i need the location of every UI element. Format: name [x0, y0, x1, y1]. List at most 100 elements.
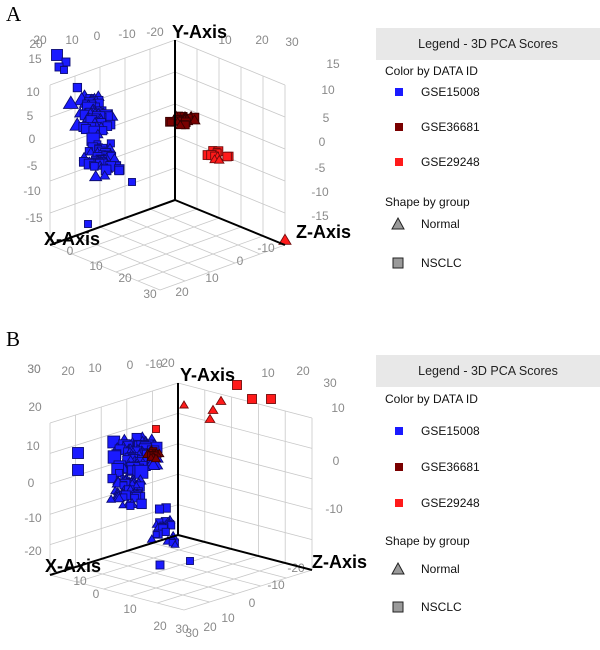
- tick-label: -20: [157, 356, 175, 370]
- panel-letter: A: [6, 2, 22, 26]
- tick-label: 20: [255, 33, 269, 47]
- tick-label: 10: [123, 602, 137, 616]
- data-point-square: [161, 527, 170, 536]
- data-point-square: [72, 447, 84, 459]
- data-point-square: [51, 49, 63, 61]
- tick-label: 30: [175, 622, 189, 636]
- series-points: [142, 444, 165, 463]
- tick-label: -15: [25, 211, 43, 225]
- tick-label: -10: [267, 578, 285, 592]
- tick-label: 10: [26, 439, 40, 453]
- legend-label: Normal: [421, 217, 460, 231]
- data-point-triangle: [207, 404, 219, 414]
- tick-label: 10: [321, 83, 335, 97]
- tick-label: 20: [28, 400, 42, 414]
- series-points: [62, 82, 119, 146]
- data-point-square: [128, 178, 136, 186]
- panel-letter: B: [6, 327, 21, 351]
- legend-label: GSE15008: [421, 424, 480, 438]
- color-swatch: [395, 499, 403, 507]
- tick-labels-bottom-right: 20 10 0 -10: [175, 241, 275, 299]
- tick-label: 0: [28, 476, 35, 490]
- tick-labels-right-vertical: 15 10 5 0 -5 -10 -15: [311, 57, 340, 223]
- tick-label: 10: [261, 366, 275, 380]
- tick-labels-back-left: 20 10 0 -10 -20: [33, 25, 164, 47]
- x-axis-line: [49, 199, 176, 246]
- tick-label: 20: [33, 33, 47, 47]
- x-axis-label: X-Axis: [44, 229, 100, 249]
- data-point-square: [126, 501, 135, 510]
- tick-label: 10: [205, 271, 219, 285]
- data-point-square: [90, 162, 99, 171]
- legend-label: Normal: [421, 562, 460, 576]
- shape-heading: Shape by group: [385, 534, 470, 548]
- data-point-square: [247, 394, 257, 404]
- legend-item-gse29248: GSE29248: [395, 495, 480, 511]
- data-point-square: [61, 57, 71, 67]
- data-point-square: [232, 380, 242, 390]
- legend-label: GSE36681: [421, 120, 480, 134]
- series-points: [106, 469, 147, 510]
- color-swatch: [395, 158, 403, 166]
- x-axis-label: X-Axis: [45, 556, 101, 576]
- tick-label: 10: [331, 401, 345, 415]
- tick-label: 20: [296, 364, 310, 378]
- tick-label: 20: [118, 271, 132, 285]
- data-point-triangle: [204, 413, 216, 423]
- tick-label: 30: [185, 626, 199, 640]
- tick-label: 30: [27, 362, 41, 376]
- tick-label: 0: [333, 454, 340, 468]
- tick-label: -10: [311, 185, 329, 199]
- series-points: [202, 146, 234, 164]
- data-point-triangle: [106, 494, 117, 503]
- tick-label: -10: [118, 27, 136, 41]
- data-point-square: [222, 151, 232, 162]
- tick-label: 5: [323, 111, 330, 125]
- x-axis-line: [49, 534, 179, 576]
- data-point-triangle: [215, 395, 227, 405]
- data-point-square: [60, 66, 68, 74]
- legend-label: GSE15008: [421, 85, 480, 99]
- tick-label: 10: [221, 611, 235, 625]
- legend-item-gse36681: GSE36681: [395, 459, 480, 475]
- triangle-icon: [391, 561, 405, 575]
- data-point-triangle: [146, 458, 161, 470]
- data-point-square: [166, 118, 175, 127]
- tick-label: -5: [315, 161, 326, 175]
- data-point-square: [155, 560, 165, 570]
- legend-item-normal: Normal: [390, 216, 590, 232]
- color-swatch: [395, 463, 403, 471]
- legend-a: Legend - 3D PCA Scores Color by DATA ID …: [376, 28, 600, 288]
- data-point-triangle: [170, 539, 180, 548]
- series-points: [165, 110, 201, 130]
- z-axis-label: Z-Axis: [296, 222, 351, 242]
- tick-label: 10: [73, 574, 87, 588]
- legend-b: Legend - 3D PCA Scores Color by DATA ID …: [376, 355, 600, 645]
- shape-heading: Shape by group: [385, 195, 470, 209]
- tick-label: -10: [24, 511, 42, 525]
- legend-label: NSCLC: [421, 256, 462, 270]
- data-point-square: [266, 394, 276, 404]
- color-heading: Color by DATA ID: [385, 64, 478, 78]
- square-icon: [392, 601, 404, 613]
- panel-b: B 30 20 10 0 -10 -20 30 20 10 0 -10 -20 30 10 0 -10 10 20…: [0, 325, 600, 650]
- tick-label: 30: [323, 376, 337, 390]
- tick-label: 0: [67, 244, 74, 258]
- tick-label: 20: [29, 37, 43, 51]
- tick-label: 20: [153, 619, 167, 633]
- legend-item-nsclc: NSCLC: [390, 599, 590, 615]
- axes: X-Axis Y-Axis Z-Axis: [44, 22, 351, 249]
- tick-label: 30: [27, 362, 41, 376]
- data-point-square: [186, 557, 194, 565]
- tick-labels-bottom-left: 0 10 20 30: [67, 244, 157, 301]
- data-point-triangle: [88, 169, 103, 182]
- data-point-square: [152, 531, 160, 539]
- tick-labels-right-vertical: 30 10 0 -10: [323, 376, 345, 516]
- tick-label: -15: [311, 209, 329, 223]
- data-point-square: [114, 165, 124, 176]
- z-axis-label: Z-Axis: [312, 552, 367, 572]
- data-point-triangle: [188, 114, 201, 125]
- z-axis-line: [177, 534, 313, 571]
